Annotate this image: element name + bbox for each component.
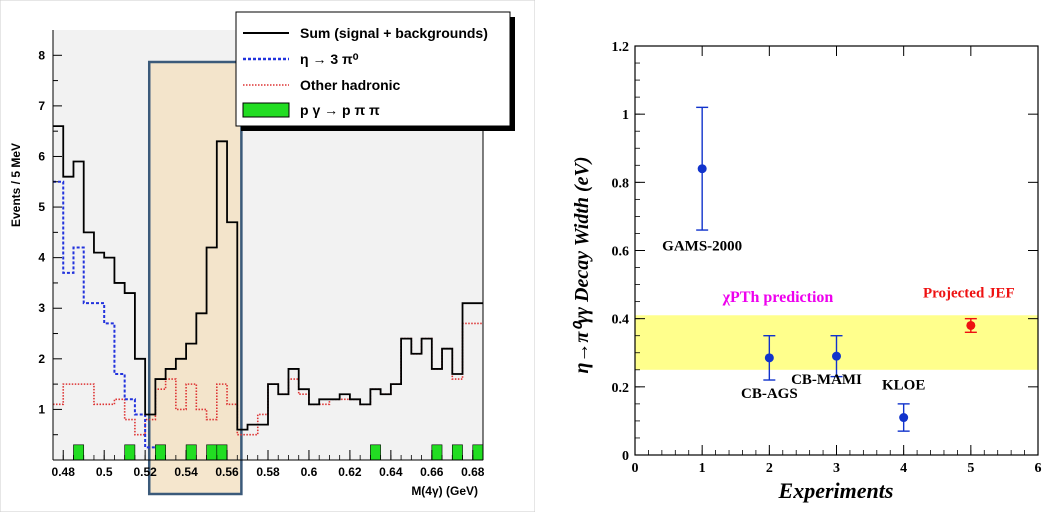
legend-entry-label: Sum (signal + backgrounds) (300, 25, 488, 41)
background-bar-pgamma (370, 444, 381, 461)
background-bar-pgamma (124, 444, 136, 461)
sc-y-tick-label: 0.8 (612, 176, 630, 191)
hist-y-tick-label: 8 (38, 48, 45, 62)
decay-width-panel: χPTh prediction 0 0.2 0.4 0.6 0.8 1 1.2 0 1 2 3 4 5 6… (548, 0, 1057, 512)
legend-swatch-pgamma (242, 102, 290, 118)
hist-legend: Sum (signal + backgrounds) η → 3 π⁰ Other … (235, 11, 515, 131)
hist-x-tick-label: 0.64 (379, 465, 403, 479)
hist-x-tick-label: 0.56 (215, 465, 239, 479)
background-bar-pgamma (155, 444, 166, 461)
sc-x-tick-label: 3 (833, 461, 840, 476)
decay-width-chart: χPTh prediction 0 0.2 0.4 0.6 0.8 1 1.2 0 1 2 3 4 5 6… (548, 0, 1057, 512)
series-eta-3pi0 (53, 180, 156, 449)
hist-y-tick-label: 7 (38, 99, 45, 113)
sc-x-tick-label: 5 (967, 461, 974, 476)
hist-y-tick-label: 5 (38, 200, 45, 214)
histogram-panel: 1 2 3 4 5 6 7 8 0.48 0.5 0.52 0.54 0.56 0.58 0.6 0.62 0.… (0, 0, 536, 513)
legend-entry-label: Other hadronic (300, 77, 401, 93)
sc-background (548, 0, 1057, 512)
sc-y-tick-label: 0 (622, 449, 629, 464)
hist-x-tick-label: 0.5 (96, 465, 113, 479)
hist-y-tick-label: 2 (38, 352, 45, 366)
hist-y-axis-label: Events / 5 MeV (9, 143, 23, 227)
hist-x-tick-label: 0.48 (52, 465, 76, 479)
background-bar-pgamma (206, 444, 218, 461)
background-bar-pgamma (216, 444, 228, 461)
point-label: GAMS-2000 (662, 239, 742, 255)
sc-x-axis-label: Experiments (778, 478, 894, 503)
sc-axes-group: 0 0.2 0.4 0.6 0.8 1 1.2 0 1 2 3 4 5 6 (612, 40, 1042, 476)
legend-entry-label: η → 3 π⁰ (300, 51, 359, 67)
data-point (697, 164, 707, 174)
hist-x-axis-label: M(4γ) (GeV) (411, 484, 478, 498)
data-point (764, 353, 774, 363)
hist-y-tick-label: 4 (38, 251, 45, 265)
sc-x-tick-label: 4 (900, 461, 907, 476)
sc-x-tick-label: 6 (1035, 461, 1042, 476)
sc-y-tick-label: 0.2 (612, 381, 630, 396)
signal-window-fill (149, 62, 242, 494)
histogram-chart: 1 2 3 4 5 6 7 8 0.48 0.5 0.52 0.54 0.56 0.58 0.6 0.62 0.… (0, 0, 536, 513)
sc-x-tick-label: 1 (699, 461, 706, 476)
hist-y-tick-label: 3 (38, 301, 45, 315)
sc-y-tick-label: 1 (622, 108, 629, 123)
hist-y-tick-label: 6 (38, 149, 45, 163)
sc-x-tick-label: 2 (766, 461, 773, 476)
data-point (832, 351, 841, 361)
background-bar-pgamma (451, 444, 463, 461)
background-bar-pgamma (431, 444, 443, 461)
hist-x-tick-label: 0.6 (301, 465, 318, 479)
signal-window-border (147, 60, 243, 496)
prediction-band-label: χPTh prediction (722, 289, 834, 306)
sc-y-tick-label: 1.2 (612, 40, 630, 55)
point-label: KLOE (882, 378, 925, 394)
hist-x-tick-label: 0.52 (133, 465, 157, 479)
hist-y-tick-label: 1 (38, 402, 45, 416)
background-bar-pgamma (185, 444, 197, 461)
point-label: CB-MAMI (791, 372, 862, 388)
signal-window-group (147, 60, 243, 496)
data-point (966, 320, 976, 330)
point-label: Projected JEF (923, 285, 1015, 301)
sc-y-axis-label: η→π⁰γγ Decay Width (eV) (571, 156, 593, 373)
background-bar-pgamma (472, 444, 484, 461)
legend-entry-label: p γ → p π π (300, 102, 380, 118)
hist-x-tick-label: 0.62 (338, 465, 362, 479)
hist-x-tick-label: 0.54 (174, 465, 198, 479)
hist-x-tick-label: 0.58 (256, 465, 280, 479)
background-bar-pgamma (73, 444, 85, 461)
hist-x-tick-label: 0.66 (420, 465, 444, 479)
hist-x-tick-label: 0.68 (461, 465, 485, 479)
sc-x-tick-label: 0 (632, 461, 639, 476)
sc-y-tick-label: 0.6 (612, 245, 630, 260)
point-label: CB-AGS (741, 386, 798, 402)
data-point (899, 413, 909, 423)
series-sum (53, 125, 483, 431)
sc-y-tick-label: 0.4 (612, 313, 630, 328)
